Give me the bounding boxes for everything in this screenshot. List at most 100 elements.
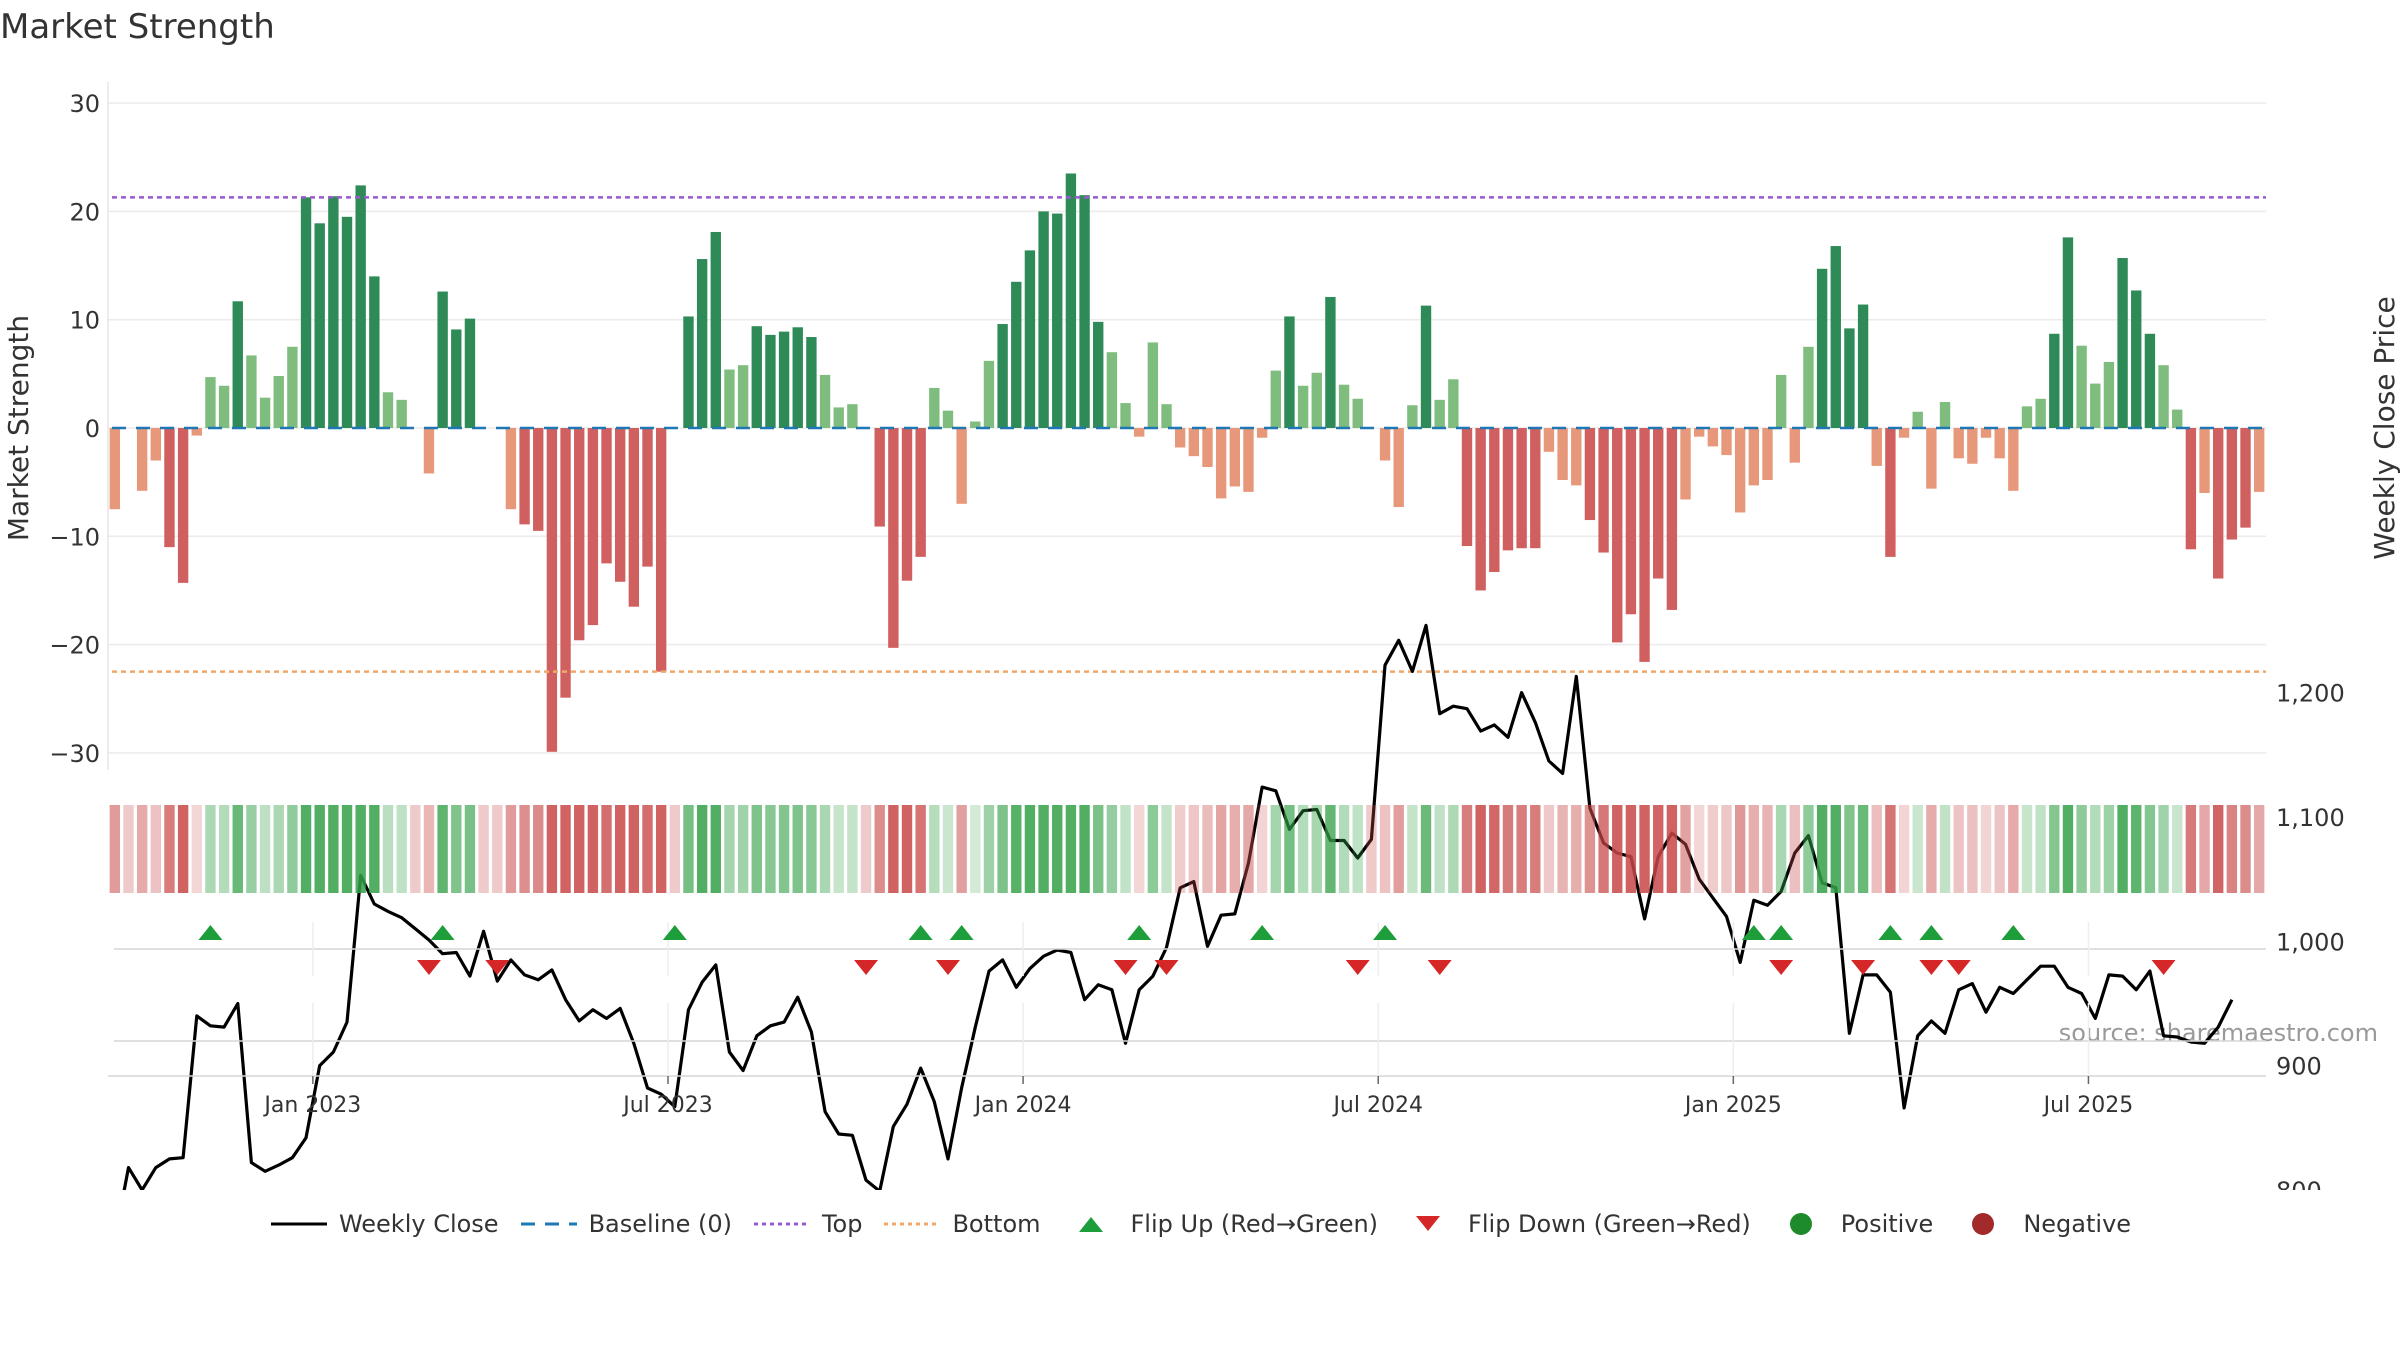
regime-cell (915, 805, 926, 893)
regime-cell (2117, 805, 2128, 893)
legend-item: Flip Down (Green→Red) (1398, 1210, 1751, 1238)
regime-cell (628, 805, 640, 893)
regime-cell (1215, 805, 1227, 893)
strength-bar (1174, 428, 1186, 448)
strength-bar (1229, 428, 1240, 487)
strength-bar (191, 428, 202, 436)
regime-cell (1830, 805, 1841, 893)
regime-cell (451, 805, 462, 893)
x-tick-label: Jul 2024 (1331, 1093, 1423, 1118)
regime-cell (942, 805, 954, 893)
regime-cell (1134, 805, 1145, 893)
regime-cell (464, 805, 476, 893)
triangle-down-icon (1416, 1216, 1441, 1231)
regime-cell (1379, 805, 1391, 893)
strength-bar (1065, 173, 1077, 428)
strength-bar (1011, 281, 1022, 428)
solid-line-icon (270, 1222, 327, 1226)
strength-bar (1038, 211, 1049, 428)
strength-bar (1420, 305, 1432, 428)
strength-bar (737, 365, 749, 428)
strength-bar (1885, 428, 1896, 557)
strength-bar (1147, 342, 1159, 428)
flip-down-marker (1154, 960, 1179, 975)
regime-cell (1352, 805, 1363, 893)
strength-bar (847, 404, 858, 428)
strength-bar (2035, 398, 2046, 428)
regime-cell (1871, 805, 1882, 893)
strength-bar (1967, 428, 1978, 464)
strength-bar (683, 316, 694, 428)
legend-swatch (1416, 1216, 1441, 1231)
regime-cell (860, 805, 872, 893)
regime-cell (669, 805, 681, 893)
regime-cell (847, 805, 858, 893)
strength-bar (1680, 428, 1691, 500)
strength-bar (164, 428, 175, 548)
strength-bar (751, 326, 762, 428)
x-tick-label: Jan 2024 (973, 1093, 1072, 1118)
strength-bar (806, 337, 817, 428)
legend-item: Top (752, 1210, 862, 1238)
y-right-tick-label: 1,100 (2276, 804, 2345, 832)
strength-bar (2103, 361, 2115, 428)
regime-cell (492, 805, 503, 893)
regime-cell (1338, 805, 1350, 893)
regime-cell (1407, 805, 1418, 893)
regime-cell (1844, 805, 1855, 893)
strength-bar (2158, 365, 2169, 428)
strength-bar (259, 397, 271, 428)
strength-bar (1530, 428, 1541, 549)
regime-cell (819, 805, 831, 893)
strength-bar (464, 318, 476, 428)
regime-cell (792, 805, 803, 893)
regime-cell (956, 805, 967, 893)
flip-markers (108, 922, 2266, 1077)
strength-bar (1721, 428, 1732, 456)
flip-up-marker (908, 925, 933, 940)
strength-bar (177, 428, 189, 583)
regime-cell (1734, 805, 1746, 893)
strength-bar (1844, 328, 1855, 428)
strength-bar (109, 428, 121, 510)
regime-cell (150, 805, 161, 893)
flip-down-marker (935, 960, 960, 975)
strength-bar (1734, 428, 1746, 513)
strength-bar (2240, 428, 2251, 528)
strength-bar (628, 428, 640, 607)
strength-bar (1639, 428, 1650, 662)
regime-cell (2144, 805, 2156, 893)
regime-cell (1571, 805, 1582, 893)
regime-cell (1202, 805, 1213, 893)
flip-down-marker (1113, 960, 1138, 975)
strength-bar (2144, 333, 2156, 428)
regime-cell (2213, 805, 2224, 893)
regime-cell (1147, 805, 1159, 893)
y-right-tick-label: 900 (2276, 1053, 2322, 1081)
regime-cell (369, 805, 380, 893)
strength-bar (369, 276, 380, 428)
regime-cell (1174, 805, 1186, 893)
strength-bar (929, 387, 940, 428)
regime-cell (1052, 805, 1063, 893)
strength-bar (560, 428, 571, 698)
regime-cell (1079, 805, 1090, 893)
regime-cell (642, 805, 653, 893)
regime-cell (1775, 805, 1787, 893)
regime-cell (123, 805, 134, 893)
legend-swatch (1078, 1217, 1103, 1232)
regime-cell (423, 805, 435, 893)
strength-bar (1803, 346, 1814, 428)
regime-cell (1530, 805, 1541, 893)
strength-bar (1379, 428, 1391, 461)
strength-bar (1926, 428, 1937, 489)
regime-cell (355, 805, 366, 893)
flip-up-marker (198, 925, 223, 940)
strength-bar (1311, 372, 1322, 428)
regime-cell (1161, 805, 1172, 893)
regime-cell (2185, 805, 2197, 893)
legend-label: Flip Up (Red→Green) (1130, 1210, 1379, 1238)
flip-up-marker (1919, 925, 1944, 940)
regime-cell (1584, 805, 1596, 893)
regime-cell (1475, 805, 1486, 893)
